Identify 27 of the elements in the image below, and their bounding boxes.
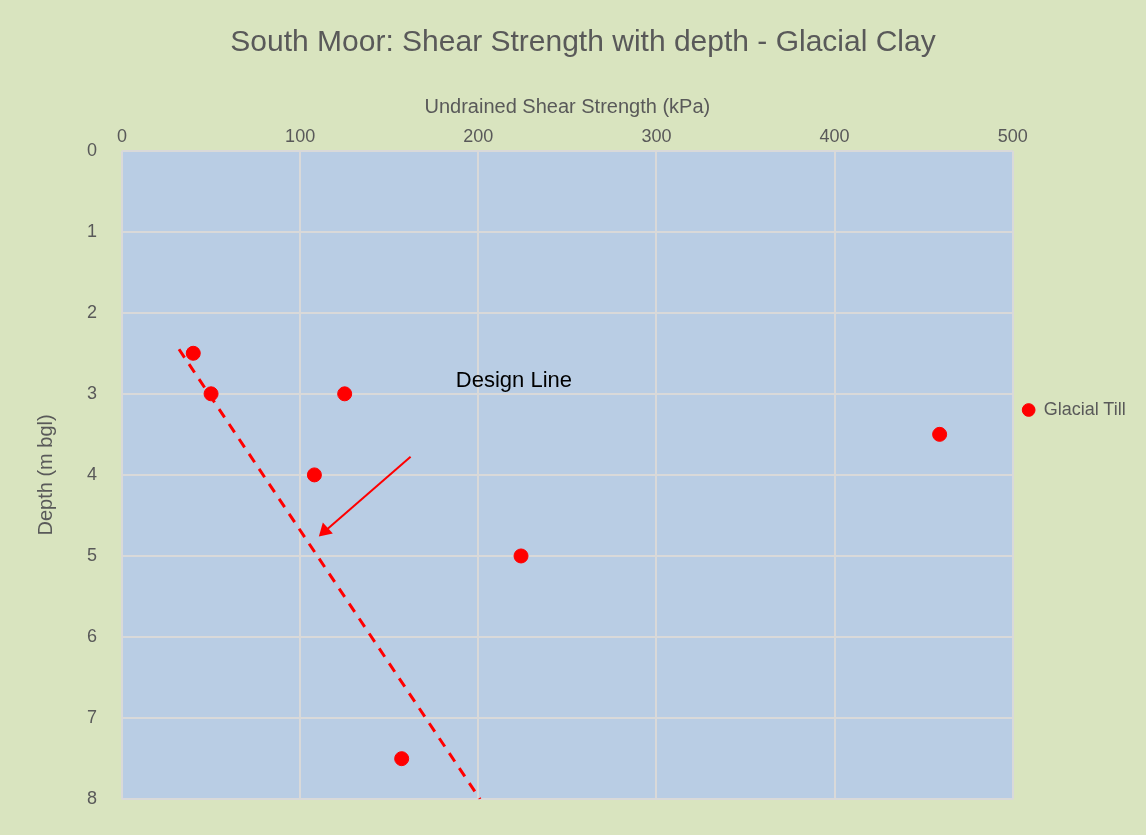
x-axis-title: Undrained Shear Strength (kPa) (424, 94, 711, 117)
y-tick-label: 0 (87, 139, 98, 160)
point (203, 386, 219, 402)
point (932, 426, 948, 442)
point (394, 751, 410, 767)
legend-label: Glacial Till (1043, 398, 1126, 419)
point (513, 548, 529, 564)
y-tick-label: 4 (87, 463, 98, 484)
y-axis-title: Depth (m bgl) (33, 414, 56, 536)
x-tick-label: 500 (997, 125, 1028, 146)
annotation: Design Line (455, 366, 572, 392)
point (337, 386, 353, 402)
point (185, 345, 201, 361)
x-tick-label: 0 (117, 125, 128, 146)
y-tick-label: 8 (87, 788, 98, 809)
y-tick-label: 7 (87, 707, 98, 728)
y-tick-label: 3 (87, 382, 98, 403)
point (306, 467, 322, 483)
y-tick-label: 5 (87, 544, 98, 565)
x-tick-label: 200 (463, 125, 494, 146)
y-tick-label: 1 (87, 220, 98, 241)
chart-title: South Moor: Shear Strength with depth - Glacial Clay (230, 24, 936, 58)
x-tick-label: 300 (641, 125, 672, 146)
y-tick-label: 6 (87, 626, 98, 647)
y-tick-label: 2 (87, 301, 98, 322)
x-tick-label: 100 (285, 125, 316, 146)
x-tick-label: 400 (819, 125, 850, 146)
